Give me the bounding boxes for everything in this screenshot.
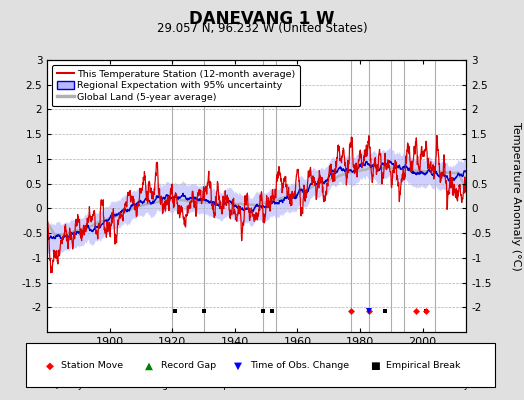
Text: Empirical Break: Empirical Break xyxy=(386,361,461,370)
Text: ◆: ◆ xyxy=(46,361,54,370)
Text: Time of Obs. Change: Time of Obs. Change xyxy=(250,361,349,370)
Text: DANEVANG 1 W: DANEVANG 1 W xyxy=(189,10,335,28)
Text: Data Quality Controlled and Aligned at Breakpoints: Data Quality Controlled and Aligned at B… xyxy=(29,381,249,390)
Text: ▲: ▲ xyxy=(145,361,154,370)
Y-axis label: Temperature Anomaly (°C): Temperature Anomaly (°C) xyxy=(511,122,521,270)
Legend: This Temperature Station (12-month average), Regional Expectation with 95% uncer: This Temperature Station (12-month avera… xyxy=(52,65,300,106)
Text: Record Gap: Record Gap xyxy=(161,361,216,370)
Text: Berkeley Earth: Berkeley Earth xyxy=(431,381,495,390)
Text: 29.057 N, 96.232 W (United States): 29.057 N, 96.232 W (United States) xyxy=(157,22,367,35)
Text: ▼: ▼ xyxy=(234,361,243,370)
Text: Station Move: Station Move xyxy=(61,361,124,370)
Text: ■: ■ xyxy=(370,361,379,370)
